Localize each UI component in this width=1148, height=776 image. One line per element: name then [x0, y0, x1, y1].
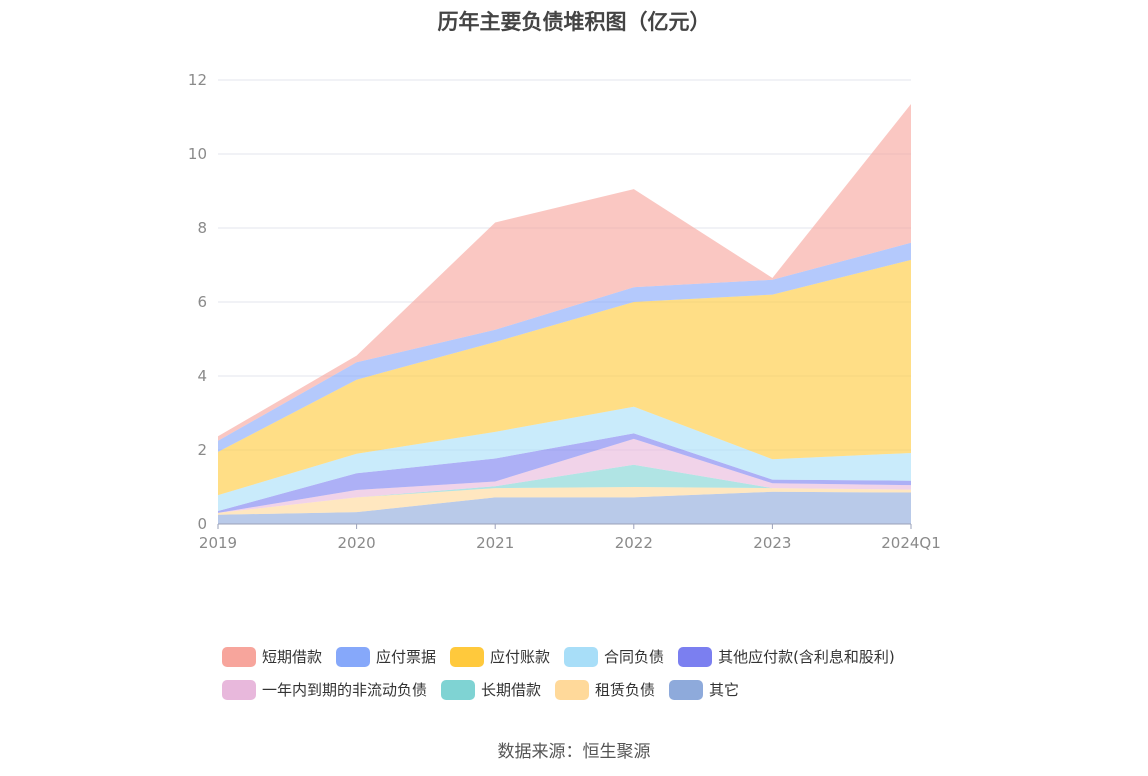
legend-item[interactable]: 其它	[669, 679, 739, 700]
legend-row-1: 短期借款 应付票据 应付账款 合同负债 其他应付款(含利息和股利)	[222, 640, 982, 673]
legend-item[interactable]: 租赁负债	[555, 679, 655, 700]
y-tick-label: 4	[197, 367, 207, 385]
legend-item[interactable]: 长期借款	[441, 679, 541, 700]
y-tick-label: 10	[188, 145, 207, 163]
area-series	[218, 104, 911, 524]
legend-swatch	[222, 646, 256, 667]
area-合同负债	[218, 406, 911, 512]
area-短期借款	[218, 104, 911, 441]
legend-swatch	[678, 646, 713, 667]
y-tick-label: 0	[197, 515, 207, 533]
x-tick-label: 2024Q1	[881, 534, 941, 552]
area-应付账款	[218, 259, 911, 496]
stacked-area-chart: 0 2 4 6 8 10 12 2019 2020 2021 2022 2023 2024Q1	[188, 71, 941, 552]
legend-item[interactable]: 应付账款	[450, 646, 550, 667]
legend-swatch	[336, 646, 371, 667]
legend-label: 长期借款	[481, 681, 542, 699]
legend-item[interactable]: 短期借款	[222, 646, 322, 667]
legend-item[interactable]: 一年内到期的非流动负债	[222, 679, 427, 700]
legend-swatch	[564, 646, 599, 667]
y-tick-label: 2	[197, 441, 207, 459]
legend-label: 短期借款	[262, 648, 323, 666]
area-应付票据	[218, 242, 911, 452]
legend-label: 其他应付款(含利息和股利)	[718, 648, 895, 666]
x-tick-label: 2022	[615, 534, 653, 552]
legend-swatch	[669, 679, 704, 700]
x-tick-label: 2019	[199, 534, 237, 552]
legend-swatch	[450, 646, 485, 667]
legend-item[interactable]: 其他应付款(含利息和股利)	[678, 646, 895, 667]
axes: 0 2 4 6 8 10 12 2019 2020 2021 2022 2023 2024Q1	[188, 71, 941, 552]
legend-label: 租赁负债	[595, 681, 656, 699]
chart-title: 历年主要负债堆积图（亿元）	[437, 10, 711, 34]
legend-swatch	[222, 679, 256, 700]
legend-row-2: 一年内到期的非流动负债 长期借款 租赁负债 其它	[222, 673, 982, 706]
legend-label: 一年内到期的非流动负债	[262, 681, 428, 699]
legend-swatch	[441, 679, 476, 700]
area-其他应付款(含利息和股利)	[218, 433, 911, 513]
area-一年内到期的非流动负债	[218, 438, 911, 513]
y-tick-label: 12	[188, 71, 207, 89]
y-tick-label: 8	[197, 219, 207, 237]
legend-swatch	[555, 679, 590, 700]
x-tick-label: 2021	[476, 534, 514, 552]
legend-label: 应付票据	[376, 648, 437, 666]
area-其它	[218, 491, 911, 524]
x-tick-label: 2023	[753, 534, 791, 552]
x-tick-label: 2020	[338, 534, 376, 552]
legend-label: 应付账款	[490, 648, 551, 666]
y-tick-label: 6	[197, 293, 207, 311]
legend-item[interactable]: 合同负债	[564, 646, 664, 667]
source-note: 数据来源：恒生聚源	[497, 742, 651, 762]
legend-item[interactable]: 应付票据	[336, 646, 436, 667]
legend-label: 合同负债	[604, 648, 665, 666]
legend-label: 其它	[709, 681, 740, 699]
area-租赁负债	[218, 487, 911, 515]
chart-legend: 短期借款 应付票据 应付账款 合同负债 其他应付款(含利息和股利) 一年内到期的非流动负…	[222, 640, 982, 706]
